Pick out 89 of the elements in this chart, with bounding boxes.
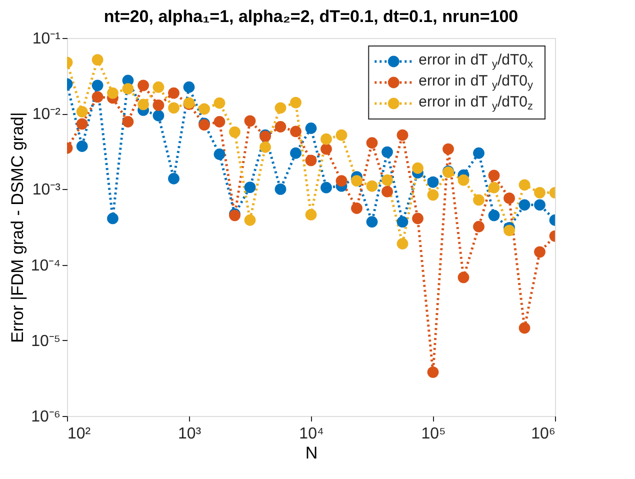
point	[427, 189, 439, 201]
point	[396, 238, 408, 250]
point	[138, 80, 149, 92]
x-tick-label: 10³	[178, 426, 202, 442]
point	[244, 214, 256, 226]
point	[504, 224, 515, 236]
point	[366, 180, 378, 192]
point	[534, 246, 546, 258]
point	[260, 141, 271, 153]
point	[290, 147, 302, 159]
point	[504, 192, 515, 204]
point	[442, 143, 454, 155]
point	[76, 118, 88, 130]
x-tick-label: 10⁵	[421, 426, 446, 442]
y-tick-label: 10⁻⁶	[31, 408, 60, 426]
y-tick-label: 10⁻⁴	[30, 257, 61, 274]
x-tick-label: 10⁴	[299, 426, 324, 442]
point	[92, 80, 104, 92]
point	[320, 143, 332, 155]
point	[396, 216, 408, 228]
point	[214, 116, 226, 128]
point	[351, 175, 362, 187]
point	[366, 137, 378, 149]
point	[92, 91, 104, 103]
point	[488, 170, 500, 182]
point	[214, 148, 226, 160]
point	[274, 121, 286, 132]
point	[214, 97, 226, 109]
point	[473, 194, 484, 206]
point	[412, 162, 424, 174]
point	[473, 147, 484, 159]
point	[152, 100, 164, 111]
point	[152, 81, 164, 93]
point	[168, 87, 180, 99]
point	[351, 202, 362, 214]
point	[412, 212, 424, 224]
point	[320, 133, 332, 145]
y-tick-label: 10⁻²	[32, 106, 62, 124]
point	[396, 129, 408, 141]
point	[427, 176, 439, 188]
point	[290, 126, 302, 138]
point	[518, 322, 530, 334]
point	[274, 184, 286, 195]
x-tick-label: 10²	[68, 426, 92, 442]
y-tick-label: 10⁻⁵	[31, 332, 60, 350]
point	[458, 174, 470, 186]
point	[244, 182, 256, 193]
point	[518, 199, 530, 211]
point	[76, 140, 88, 152]
point	[336, 129, 348, 141]
y-axis-title: Error |FDM grad - DSMC grad|	[8, 112, 27, 343]
x-tick-label: 10⁶	[531, 426, 556, 442]
point	[107, 87, 118, 99]
point	[427, 366, 439, 378]
point	[290, 96, 302, 108]
point	[152, 110, 164, 122]
point	[168, 102, 180, 114]
point	[138, 98, 149, 110]
point	[244, 115, 256, 127]
x-axis-title: N	[305, 444, 318, 462]
point	[305, 209, 317, 220]
point	[305, 154, 317, 166]
point	[518, 179, 530, 191]
point	[168, 172, 180, 184]
point	[458, 272, 470, 284]
point	[305, 122, 317, 134]
point	[366, 216, 378, 228]
point	[229, 126, 240, 138]
point	[473, 220, 484, 232]
point	[198, 103, 210, 115]
point	[382, 146, 393, 158]
y-tick-label: 10⁻³	[32, 182, 62, 199]
point	[122, 116, 134, 128]
point	[320, 182, 332, 194]
point	[534, 186, 546, 198]
y-tick-label: 10⁻¹	[32, 30, 60, 48]
point	[107, 212, 118, 224]
point	[488, 210, 500, 222]
point	[382, 174, 393, 186]
point	[122, 83, 134, 94]
point	[92, 54, 104, 66]
chart-title: nt=20, alpha₁=1, alpha₂=2, dT=0.1, dt=0.1, nrun=100	[104, 7, 518, 26]
point	[183, 81, 195, 93]
point	[534, 199, 546, 211]
point	[336, 175, 348, 187]
point	[488, 182, 500, 194]
point	[76, 106, 88, 118]
point	[274, 102, 286, 114]
point	[382, 186, 393, 198]
